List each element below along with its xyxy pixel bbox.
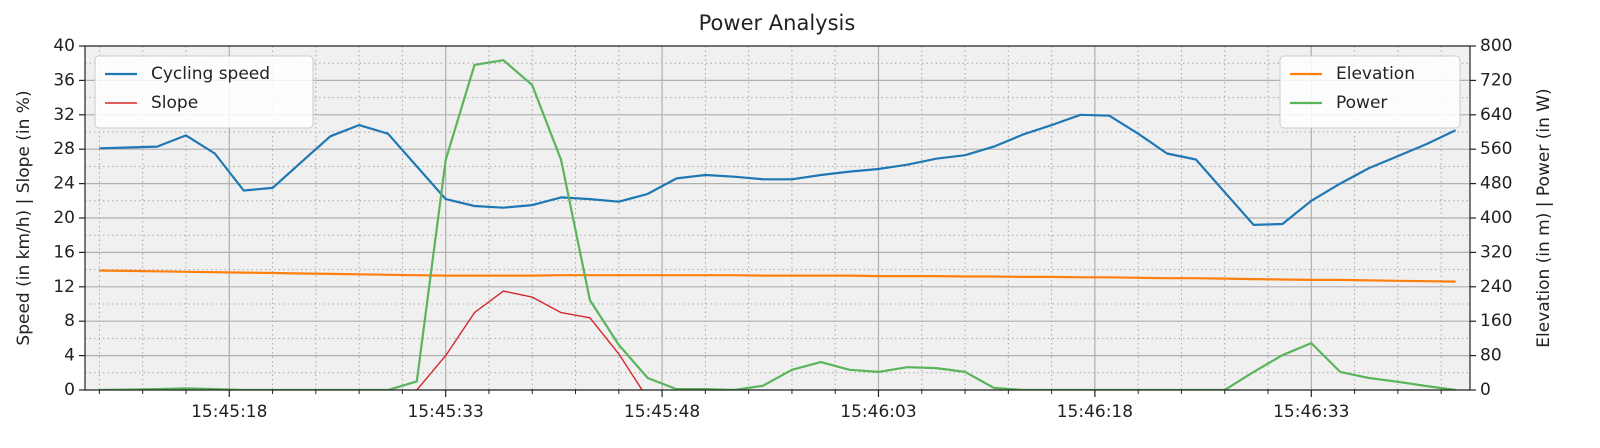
y-tick-label: 20: [53, 208, 75, 228]
y2-tick-label: 480: [1480, 174, 1512, 194]
x-tick-label: 15:46:33: [1273, 402, 1349, 422]
y2-tick-label: 800: [1480, 36, 1512, 56]
y-axis-label: Speed (in km/h) | Slope (in %): [14, 90, 34, 345]
y2-tick-label: 320: [1480, 242, 1512, 262]
legend-label: Power: [1336, 93, 1387, 113]
y-tick-label: 0: [64, 380, 75, 400]
y2-tick-label: 160: [1480, 311, 1512, 331]
chart-title: Power Analysis: [699, 11, 856, 35]
y-tick-label: 28: [53, 139, 75, 159]
x-tick-label: 15:45:18: [191, 402, 267, 422]
legend-box: [94, 55, 314, 129]
y-tick-label: 36: [53, 70, 75, 90]
y2-tick-label: 400: [1480, 208, 1512, 228]
y2-axis-label: Elevation (in m) | Power (in W): [1534, 88, 1554, 347]
y-tick-label: 24: [53, 174, 75, 194]
y2-tick-label: 560: [1480, 139, 1512, 159]
y-tick-label: 40: [53, 36, 75, 56]
y-tick-label: 32: [53, 105, 75, 125]
y-tick-label: 12: [53, 277, 75, 297]
x-tick-label: 15:46:18: [1057, 402, 1133, 422]
legend-label: Slope: [151, 93, 198, 113]
y-tick-label: 4: [64, 346, 75, 366]
y-tick-label: 8: [64, 311, 75, 331]
legend-box: [1279, 55, 1461, 129]
y2-tick-label: 720: [1480, 70, 1512, 90]
y2-tick-label: 0: [1480, 380, 1491, 400]
series-line: [99, 59, 1456, 390]
legend-label: Elevation: [1336, 64, 1415, 84]
series-line: [416, 290, 643, 390]
grid: [85, 45, 1470, 391]
legend-label: Cycling speed: [151, 64, 270, 84]
x-tick-label: 15:46:03: [840, 402, 916, 422]
series-line: [99, 269, 1456, 283]
x-tick-label: 15:45:33: [407, 402, 483, 422]
lines: [99, 59, 1457, 390]
series-line: [99, 113, 1457, 226]
y2-tick-label: 640: [1480, 105, 1512, 125]
y2-tick-label: 240: [1480, 277, 1512, 297]
y2-tick-label: 80: [1480, 346, 1502, 366]
y-tick-label: 16: [53, 242, 75, 262]
x-tick-label: 15:45:48: [624, 402, 700, 422]
plot-frame: [84, 45, 1471, 391]
